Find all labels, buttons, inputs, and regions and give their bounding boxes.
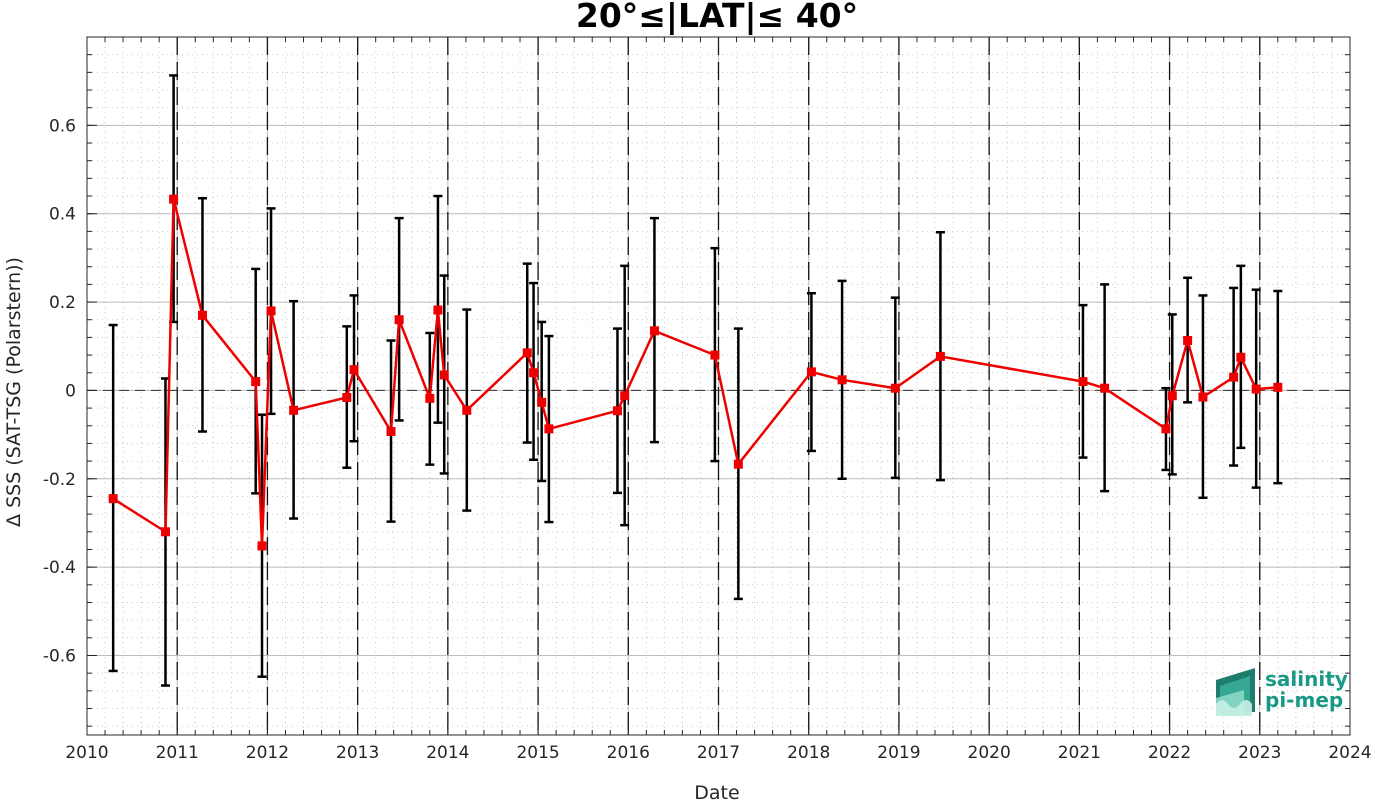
x-tick-labels: 2010 2011 2012 2013 2014 2015 2016 2017 2018 2019…: [65, 743, 1371, 763]
chart-title: 20°≤|LAT|≤ 40°: [576, 0, 858, 35]
data-point-marker: [733, 459, 743, 469]
data-point-marker: [108, 494, 118, 504]
data-point-marker: [386, 427, 396, 437]
data-point-marker: [197, 310, 207, 320]
x-tick-label: 2017: [697, 743, 740, 763]
data-point-marker: [529, 368, 539, 378]
x-tick-label: 2012: [246, 743, 289, 763]
x-tick-label: 2010: [65, 743, 108, 763]
data-point-marker: [1229, 372, 1239, 382]
data-point-marker: [1100, 383, 1110, 393]
data-point-marker: [289, 405, 299, 415]
y-tick-label: 0: [65, 381, 76, 401]
data-point-marker: [462, 405, 472, 415]
data-point-marker: [544, 424, 554, 434]
data-point-marker: [935, 351, 945, 361]
data-point-marker: [257, 541, 267, 551]
data-point-marker: [425, 393, 435, 403]
data-point-marker: [522, 348, 532, 358]
data-point-marker: [837, 375, 847, 385]
data-point-marker: [160, 527, 170, 537]
data-point-marker: [620, 391, 630, 401]
data-point-marker: [1198, 392, 1208, 402]
data-point-marker: [1273, 382, 1283, 392]
data-point-marker: [1078, 377, 1088, 387]
salinity-pi-mep-logo: salinity pi-mep: [1216, 667, 1348, 716]
data-point-marker: [806, 367, 816, 377]
x-tick-label: 2021: [1058, 743, 1101, 763]
logo-text-pi-mep: pi-mep: [1265, 688, 1343, 712]
logo-text-salinity: salinity: [1265, 667, 1348, 691]
data-point-marker: [649, 326, 659, 336]
x-tick-label: 2020: [968, 743, 1011, 763]
data-point-marker: [1236, 352, 1246, 362]
data-point-marker: [1161, 424, 1171, 434]
x-tick-label: 2013: [336, 743, 379, 763]
data-point-marker: [1167, 391, 1177, 401]
y-tick-label: 0.6: [49, 116, 76, 136]
data-point-marker: [433, 305, 443, 315]
x-tick-label: 2014: [426, 743, 469, 763]
y-tick-label: 0.2: [49, 293, 76, 313]
data-point-marker: [612, 406, 622, 416]
x-tick-label: 2016: [607, 743, 650, 763]
year-boundary-lines: [176, 37, 1261, 735]
x-tick-label: 2018: [787, 743, 830, 763]
data-point-marker: [251, 377, 261, 387]
x-tick-label: 2023: [1238, 743, 1281, 763]
data-point-marker: [537, 397, 547, 407]
y-tick-label: -0.4: [43, 558, 76, 578]
data-point-marker: [169, 194, 179, 204]
x-tick-label: 2024: [1328, 743, 1371, 763]
data-point-marker: [349, 365, 359, 375]
data-point-marker: [1251, 384, 1261, 394]
axis-ticks: [86, 37, 1351, 735]
y-tick-labels: -0.6 -0.4 -0.2 0 0.2 0.4 0.6: [43, 116, 76, 666]
data-point-marker: [394, 315, 404, 325]
data-point-marker: [266, 306, 276, 316]
data-point-marker: [890, 383, 900, 393]
x-tick-label: 2022: [1148, 743, 1191, 763]
data-point-marker: [342, 392, 352, 402]
x-tick-label: 2019: [877, 743, 920, 763]
data-point-marker: [1183, 335, 1193, 345]
x-tick-label: 2011: [156, 743, 199, 763]
y-tick-label: 0.4: [49, 205, 76, 225]
logo-mark-icon: [1216, 668, 1255, 716]
y-tick-label: -0.2: [43, 470, 76, 490]
x-axis-label: Date: [694, 782, 739, 801]
y-tick-label: -0.6: [43, 646, 76, 666]
data-point-marker: [439, 370, 449, 380]
series-markers: [108, 194, 1283, 551]
y-axis-label: Δ SSS (SAT-TSG (Polarstern)): [3, 257, 25, 527]
x-tick-label: 2015: [516, 743, 559, 763]
data-point-marker: [710, 350, 720, 360]
